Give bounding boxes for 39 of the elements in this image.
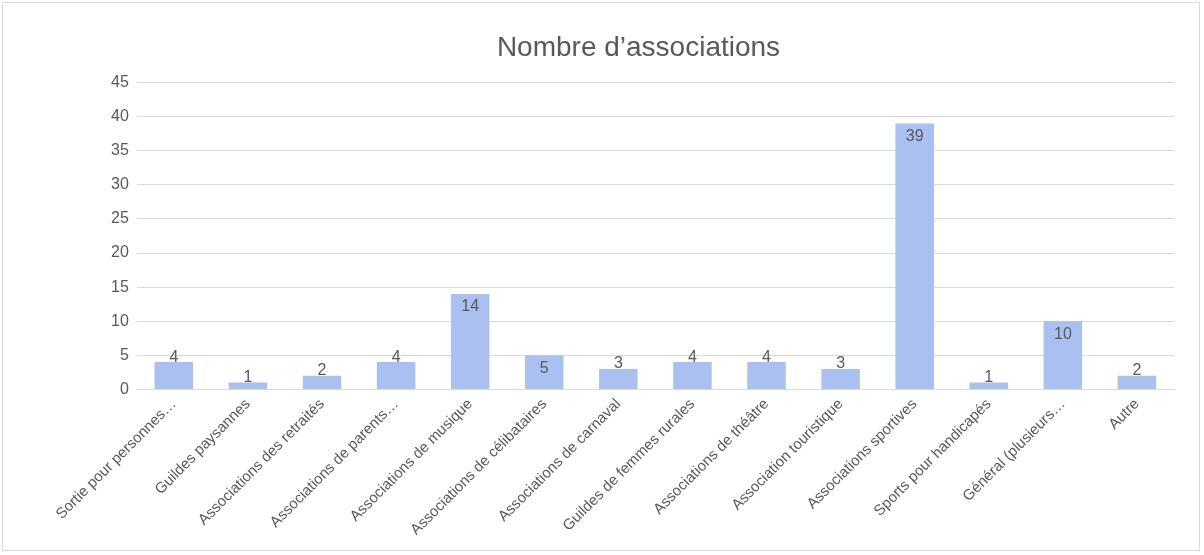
bar <box>376 362 416 389</box>
data-label: 2 <box>1132 361 1142 379</box>
data-label: 1 <box>984 367 994 385</box>
bar <box>302 375 342 389</box>
data-label: 4 <box>687 347 697 365</box>
data-label: 4 <box>391 347 401 365</box>
chart-title: Nombre d’associations <box>496 30 781 62</box>
y-tick-label: 30 <box>111 175 129 193</box>
data-label: 14 <box>461 297 480 315</box>
bar <box>747 362 786 389</box>
data-label: 3 <box>836 354 846 372</box>
data-label: 5 <box>539 358 549 376</box>
y-tick-label: 25 <box>111 209 129 227</box>
data-label: 1 <box>243 367 253 385</box>
bar <box>895 123 934 389</box>
data-label: 4 <box>762 347 772 365</box>
y-tick-label: 10 <box>111 311 129 329</box>
y-tick-label: 35 <box>111 141 129 159</box>
bar <box>969 382 1009 389</box>
y-tick-label: 20 <box>111 243 129 261</box>
bar <box>1117 375 1157 389</box>
data-label: 39 <box>905 126 924 144</box>
y-tick-label: 0 <box>119 379 129 397</box>
data-label: 4 <box>169 347 179 365</box>
bar <box>1043 321 1083 389</box>
bar <box>673 362 712 389</box>
data-label: 10 <box>1053 324 1072 342</box>
bar <box>525 355 564 389</box>
bar <box>450 293 490 389</box>
bar <box>599 368 638 389</box>
y-tick-label: 45 <box>111 73 129 91</box>
bar <box>154 362 194 389</box>
y-tick-label: 15 <box>111 277 129 295</box>
y-tick-label: 40 <box>111 107 129 125</box>
data-label: 3 <box>613 354 623 372</box>
bar <box>821 368 860 389</box>
data-label: 2 <box>317 361 327 379</box>
y-tick-label: 5 <box>119 345 129 363</box>
bar <box>228 382 268 389</box>
